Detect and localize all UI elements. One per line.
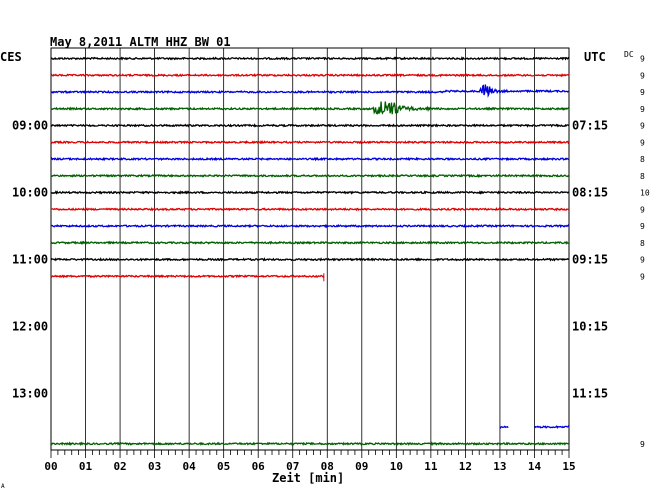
- trace-row-9: [50, 206, 570, 212]
- left-axis-label: CES: [0, 50, 22, 64]
- trace-row-1: [50, 72, 570, 78]
- dc-value: 9: [640, 138, 645, 147]
- dc-value: 9: [640, 222, 645, 231]
- corner-mark: A: [1, 483, 5, 490]
- x-tick-label: 15: [562, 460, 575, 473]
- x-tick-label: 09: [355, 460, 368, 473]
- dc-value: 9: [640, 88, 645, 97]
- dc-value: 9: [640, 122, 645, 131]
- x-tick-label: 00: [44, 460, 57, 473]
- plot-frame: [50, 47, 570, 451]
- x-tick-label: 08: [321, 460, 334, 473]
- trace-row-7: [50, 173, 570, 178]
- dc-value: 8: [640, 172, 645, 181]
- extra-trace-row-23: [50, 441, 570, 447]
- dc-value: 9: [640, 440, 645, 449]
- x-tick-label: 14: [528, 460, 542, 473]
- trace-row-11: [50, 240, 570, 245]
- extra-trace-row-22: [533, 425, 570, 429]
- trace-row-13: [50, 274, 325, 279]
- dc-value: 9: [640, 55, 645, 64]
- x-tick-label: 10: [390, 460, 403, 473]
- right-hour-label: 08:15: [572, 186, 608, 200]
- trace-row-5: [50, 140, 570, 145]
- dc-value: 9: [640, 256, 645, 265]
- x-tick-label: 03: [148, 460, 161, 473]
- trace-row-4: [50, 123, 570, 128]
- dc-value: 8: [640, 239, 645, 248]
- trace-row-0: [50, 56, 570, 61]
- right-hour-label: 10:15: [572, 320, 608, 334]
- left-hour-label: 12:00: [12, 320, 48, 334]
- trace-row-2: [50, 84, 570, 99]
- chart-title: May 8,2011 ALTM HHZ BW 01: [50, 35, 231, 49]
- x-tick-label: 05: [217, 460, 230, 473]
- x-axis-label: Zeit [min]: [272, 471, 344, 485]
- left-hour-label: 13:00: [12, 387, 48, 401]
- x-tick-label: 04: [183, 460, 197, 473]
- left-hour-label: 11:00: [12, 253, 48, 267]
- x-tick-label: 01: [79, 460, 93, 473]
- dc-value: 9: [640, 105, 645, 114]
- trace-row-12: [50, 257, 570, 262]
- trace-row-6: [50, 156, 570, 162]
- trace-row-10: [50, 223, 570, 229]
- trace-row-8: [50, 190, 570, 195]
- right-hour-label: 09:15: [572, 253, 608, 267]
- dc-label: DC: [624, 50, 634, 59]
- dc-value: 8: [640, 155, 645, 164]
- dc-value: 9: [640, 205, 645, 214]
- left-hour-label: 10:00: [12, 186, 48, 200]
- trace-row-3: [50, 101, 570, 115]
- x-tick-label: 07: [286, 460, 299, 473]
- x-tick-label: 02: [113, 460, 126, 473]
- right-hour-label: 07:15: [572, 119, 608, 133]
- dc-value: 9: [640, 272, 645, 281]
- x-tick-label: 12: [459, 460, 472, 473]
- right-axis-label: UTC: [584, 50, 606, 64]
- right-hour-label: 11:15: [572, 387, 608, 401]
- plot-area: 00 01 02 03 04 05 06 07 08 09 10 11 12 13 14 15 09:00 10:…: [12, 47, 650, 473]
- x-tick-label: 06: [252, 460, 266, 473]
- dc-value: 9: [640, 71, 645, 80]
- extra-trace-row-22: [499, 425, 509, 429]
- x-tick-label: 13: [493, 460, 506, 473]
- left-hour-label: 09:00: [12, 119, 48, 133]
- x-tick-label: 11: [424, 460, 438, 473]
- dc-value: 10: [640, 189, 650, 198]
